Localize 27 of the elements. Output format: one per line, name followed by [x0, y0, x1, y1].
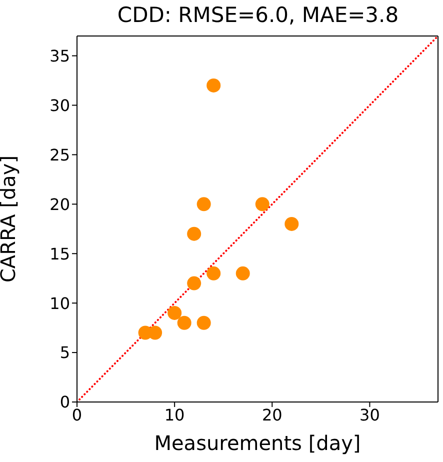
y-tick-label: 20 — [50, 194, 70, 214]
y-tick-label: 15 — [50, 244, 70, 264]
x-tick-label: 30 — [360, 405, 380, 424]
point — [284, 216, 299, 231]
x-tick-label: 10 — [164, 405, 185, 424]
point — [187, 226, 202, 241]
y-tick-label: 0 — [60, 392, 70, 412]
point — [168, 306, 182, 320]
point — [206, 266, 221, 280]
point — [206, 78, 221, 92]
chart-title: CDD: RMSE=6.0, MAE=3.8 — [116, 3, 400, 27]
y-axis-title: CARRA [day] — [0, 155, 20, 283]
point — [177, 316, 192, 330]
y-tick-label: 35 — [50, 46, 70, 66]
point — [196, 197, 211, 212]
point — [148, 326, 162, 340]
point — [187, 276, 202, 290]
point — [236, 266, 250, 280]
y-tick-label: 5 — [60, 343, 70, 362]
point — [196, 316, 211, 330]
x-axis-title: Measurements [day] — [154, 431, 361, 455]
y-tick-label: 30 — [50, 96, 70, 115]
x-tick-label: 20 — [262, 405, 282, 424]
y-tick-label: 10 — [50, 294, 70, 313]
point — [255, 197, 270, 212]
y-tick-label: 25 — [50, 145, 70, 164]
x-tick-label: 0 — [72, 405, 82, 424]
